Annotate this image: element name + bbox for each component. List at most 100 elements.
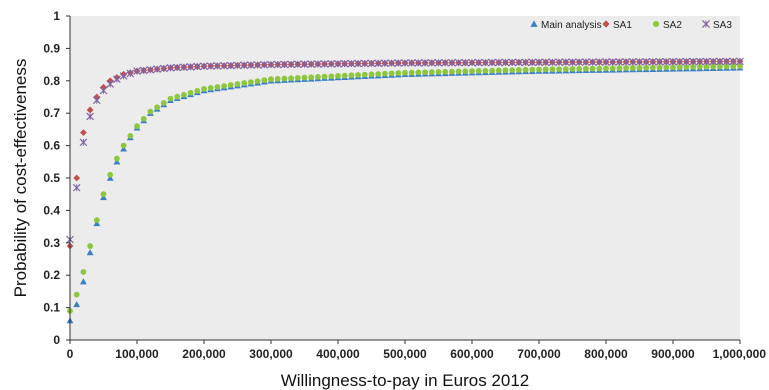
data-point	[475, 68, 482, 74]
data-point	[609, 65, 616, 72]
x-tick-label: 200,000	[182, 347, 226, 361]
data-point	[360, 59, 369, 68]
data-point	[260, 60, 269, 69]
data-point	[221, 83, 227, 89]
data-point	[388, 70, 395, 77]
data-point	[227, 82, 234, 88]
data-point	[516, 67, 522, 73]
data-point	[737, 63, 743, 70]
data-point	[287, 60, 295, 69]
data-point	[401, 59, 409, 67]
data-point	[87, 243, 93, 249]
data-point	[348, 72, 355, 79]
data-point	[300, 60, 309, 69]
data-point	[341, 72, 348, 79]
data-point	[561, 58, 570, 67]
y-tick-label: 0.4	[43, 203, 60, 217]
data-point	[455, 68, 462, 75]
y-tick-label: 0.1	[43, 301, 60, 315]
data-point	[628, 58, 637, 66]
data-point	[555, 58, 563, 67]
data-point	[146, 65, 155, 74]
data-point	[73, 291, 80, 298]
data-point	[636, 64, 643, 71]
data-point	[709, 57, 718, 66]
data-point	[120, 142, 127, 149]
data-point	[562, 66, 569, 72]
data-point	[427, 59, 436, 67]
data-point	[200, 62, 208, 71]
legend-label: SA2	[663, 20, 682, 31]
data-point	[268, 76, 274, 83]
data-point	[119, 72, 128, 80]
data-point	[616, 65, 623, 72]
data-point	[139, 66, 148, 75]
data-point	[93, 217, 100, 224]
data-point	[247, 61, 255, 69]
data-point	[675, 57, 684, 66]
data-point	[407, 59, 416, 67]
y-tick-label: 0.9	[43, 41, 60, 55]
data-point	[582, 58, 590, 66]
x-tick-label: 100,000	[115, 347, 159, 361]
legend-item: Main analysis	[530, 20, 602, 31]
data-point	[583, 65, 589, 72]
y-tick-label: 0.5	[43, 171, 60, 185]
legend-marker	[602, 20, 610, 28]
data-point	[92, 96, 101, 105]
data-point	[528, 58, 537, 67]
y-axis-ticks: 0 0.1 0.2 0.3 0.4 0.5 0.6 0.7 0.8 0.9 1	[43, 9, 70, 347]
data-point	[100, 191, 107, 198]
data-point	[428, 69, 435, 75]
y-tick-label: 0.3	[43, 236, 60, 250]
data-point	[462, 68, 469, 75]
data-point	[622, 58, 630, 66]
data-point	[133, 67, 141, 75]
data-point	[80, 129, 87, 137]
data-point	[127, 132, 134, 139]
data-point	[167, 95, 174, 102]
data-point	[308, 74, 315, 81]
data-point	[79, 138, 88, 147]
data-point	[154, 104, 160, 111]
legend-item: SA2	[652, 20, 682, 31]
data-point	[488, 58, 496, 67]
data-point	[689, 57, 697, 66]
data-point	[281, 75, 288, 82]
data-point	[415, 69, 422, 76]
y-tick-label: 0.8	[43, 74, 60, 88]
data-point	[99, 86, 108, 95]
data-point	[114, 155, 120, 162]
data-point	[535, 58, 543, 67]
data-point	[288, 75, 294, 82]
data-point	[340, 59, 349, 68]
data-point	[160, 100, 167, 106]
data-point	[213, 62, 222, 70]
data-point	[468, 58, 476, 67]
data-point	[656, 64, 663, 71]
data-point	[414, 59, 423, 67]
data-point	[274, 75, 281, 82]
x-tick-label: 700,000	[517, 347, 561, 361]
data-point	[315, 74, 321, 80]
data-point	[327, 60, 336, 68]
data-point	[72, 183, 81, 192]
data-point	[736, 57, 744, 66]
data-point	[474, 58, 483, 67]
x-tick-label: 600,000	[450, 347, 494, 361]
data-point	[683, 64, 690, 70]
data-point	[690, 64, 696, 70]
data-point	[134, 123, 140, 130]
legend-marker	[652, 20, 660, 28]
y-tick-label: 0.7	[43, 106, 60, 120]
data-point	[280, 60, 289, 69]
data-point	[140, 115, 147, 122]
data-point	[194, 87, 201, 94]
data-point	[650, 64, 656, 71]
x-axis-title: Willingness-to-pay in Euros 2012	[281, 371, 530, 390]
data-point	[314, 60, 322, 68]
x-tick-label: 0	[67, 347, 74, 361]
data-point	[461, 58, 470, 67]
data-point	[307, 60, 316, 68]
data-point	[495, 67, 502, 74]
